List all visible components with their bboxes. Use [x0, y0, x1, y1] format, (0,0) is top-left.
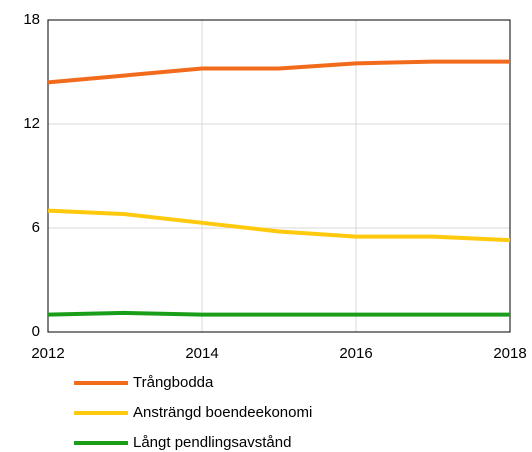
x-tick-label: 2012: [31, 345, 64, 362]
y-tick-label: 18: [23, 11, 40, 28]
plot-border: [47, 19, 511, 333]
legend-label: Långt pendlingsavstånd: [133, 434, 291, 451]
x-tick-label: 2018: [493, 345, 526, 362]
y-tick-label: 6: [32, 219, 40, 236]
legend-label: Ansträngd boendeekonomi: [133, 404, 312, 421]
y-tick-label: 0: [32, 323, 40, 340]
series-line: [47, 208, 511, 243]
series-line: [47, 59, 510, 85]
legend-label: Trångbodda: [133, 374, 214, 391]
x-tick-label: 2014: [185, 345, 218, 362]
x-tick-label: 2016: [339, 345, 372, 362]
series-line: [47, 310, 510, 317]
y-tick-label: 12: [23, 115, 40, 132]
